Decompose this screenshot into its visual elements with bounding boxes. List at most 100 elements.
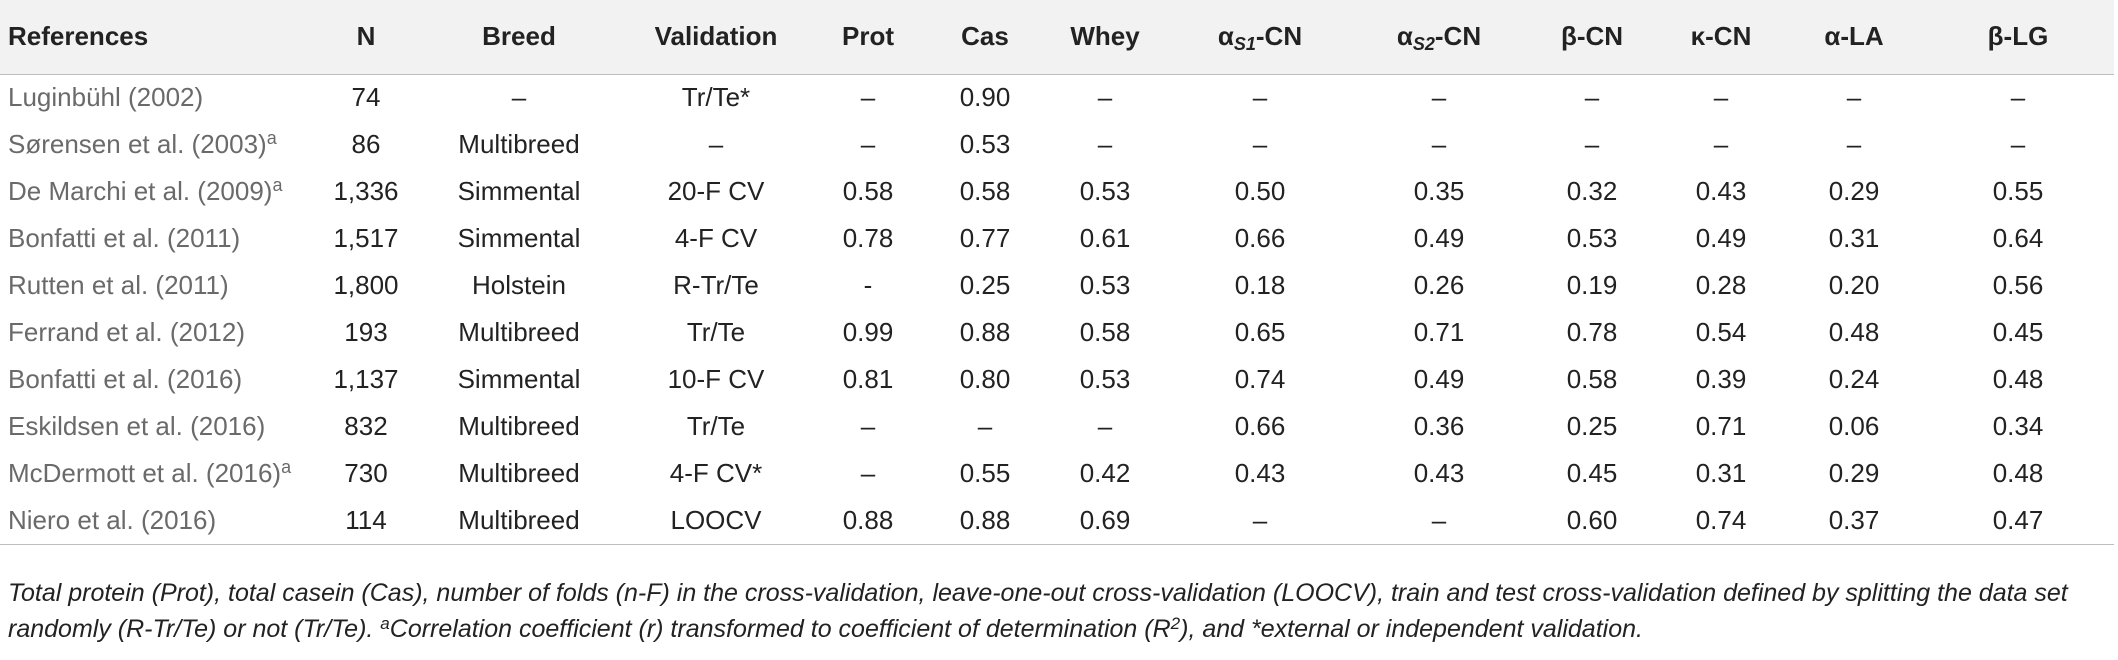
footnote-text-3: ), and *external or independent validati… xyxy=(1180,615,1643,643)
header-references-label: References xyxy=(8,21,149,52)
cell-cas: 0.58 xyxy=(959,176,1011,206)
cell-as2cn: 0.49 xyxy=(1413,223,1465,253)
cell-bcn: – xyxy=(1584,129,1600,159)
header-breed: Breed xyxy=(412,0,626,75)
cell-bcn: – xyxy=(1584,82,1600,113)
cell-cas: 0.88 xyxy=(930,497,1040,545)
cell-n: 74 xyxy=(351,82,381,113)
reference-text: Bonfatti et al. (2016) xyxy=(8,364,243,394)
cell-cas: 0.90 xyxy=(959,82,1011,113)
cell-ala: 0.20 xyxy=(1828,270,1880,300)
cell-validation: Tr/Te* xyxy=(681,82,751,113)
reference-cell: De Marchi et al. (2009)a xyxy=(0,168,320,215)
cell-as2cn: 0.35 xyxy=(1413,176,1465,206)
cell-blg: 0.64 xyxy=(1992,223,2044,253)
header-whey-label: Whey xyxy=(1070,21,1140,52)
cell-blg: 0.48 xyxy=(1992,458,2044,488)
reference-cell: Ferrand et al. (2012) xyxy=(0,309,320,356)
cell-kcn: 0.71 xyxy=(1695,411,1747,441)
header-as2cn: αS2-CN xyxy=(1350,0,1528,75)
table-row: Sørensen et al. (2003)a 86 Multibreed – – 0.5… xyxy=(0,121,2114,168)
header-bcn-label: β-CN xyxy=(1560,21,1624,52)
table-row: Ferrand et al. (2012) 193 Multibreed Tr/Te 0… xyxy=(0,309,2114,356)
reference-text: McDermott et al. (2016) xyxy=(8,458,282,488)
footnote-text-1: Total protein (Prot), total casein (Cas)… xyxy=(8,579,2068,643)
header-as2cn-suffix: -CN xyxy=(1434,21,1482,52)
header-as1cn-suffix: -CN xyxy=(1255,21,1303,52)
cell-breed: Multibreed xyxy=(458,129,580,159)
table-row: Eskildsen et al. (2016) 832 Multibreed Tr/T… xyxy=(0,403,2114,450)
cell-breed: Multibreed xyxy=(458,317,580,347)
cell-breed: Simmental xyxy=(457,176,581,206)
header-kcn: κ-CN xyxy=(1656,0,1786,75)
cell-n: 730 xyxy=(344,458,388,488)
cell-blg: 0.48 xyxy=(1992,364,2044,394)
header-cas: Cas xyxy=(930,0,1040,75)
header-as2cn-label: α xyxy=(1396,21,1413,52)
header-cas-label: Cas xyxy=(961,21,1009,52)
cell-whey: 0.42 xyxy=(1079,458,1131,488)
cell-whey: – xyxy=(1097,82,1113,113)
cell-validation: R-Tr/Te xyxy=(673,270,759,300)
cell-prot: 0.88 xyxy=(806,497,930,545)
header-ala-label: α-LA xyxy=(1824,21,1884,52)
cell-as1cn: 0.18 xyxy=(1234,270,1286,300)
cell-breed: Multibreed xyxy=(458,458,580,488)
table-row: De Marchi et al. (2009)a 1,336 Simmental 20… xyxy=(0,168,2114,215)
cell-as2cn: – xyxy=(1431,129,1447,159)
cell-as1cn: – xyxy=(1252,82,1268,113)
cell-cas: 0.55 xyxy=(959,458,1011,488)
cell-cas: – xyxy=(977,411,993,441)
cell-breed: Simmental xyxy=(457,223,581,253)
cell-validation: LOOCV xyxy=(626,497,806,545)
cell-prot: 0.58 xyxy=(842,176,894,206)
cell-validation: 4-F CV* xyxy=(669,458,763,488)
table-row: Rutten et al. (2011) 1,800 Holstein R-Tr/Te… xyxy=(0,262,2114,309)
cell-whey: 0.53 xyxy=(1079,270,1131,300)
cell-ala: 0.24 xyxy=(1828,364,1880,394)
cell-ala: 0.06 xyxy=(1828,411,1880,441)
cell-prot: – xyxy=(860,411,876,441)
cell-prot: 0.99 xyxy=(842,317,894,347)
cell-blg: 0.45 xyxy=(1992,317,2044,347)
cell-cas: 0.25 xyxy=(959,270,1011,300)
cell-validation: Tr/Te xyxy=(686,411,746,441)
cell-breed: Multibreed xyxy=(412,497,626,545)
cell-n: 114 xyxy=(320,497,412,545)
cell-whey: 0.53 xyxy=(1079,364,1131,394)
cell-bcn: 0.32 xyxy=(1566,176,1618,206)
cell-kcn: – xyxy=(1713,82,1729,113)
header-breed-label: Breed xyxy=(482,21,556,52)
cell-breed: Simmental xyxy=(457,364,581,394)
header-validation-label: Validation xyxy=(654,21,778,52)
reference-text: Niero et al. (2016) xyxy=(8,504,217,535)
cell-breed: Holstein xyxy=(472,270,566,300)
header-prot-label: Prot xyxy=(842,21,894,52)
cell-kcn: 0.43 xyxy=(1695,176,1747,206)
cell-ala: 0.48 xyxy=(1828,317,1880,347)
cell-as1cn: 0.66 xyxy=(1234,223,1286,253)
reference-text: Luginbühl (2002) xyxy=(8,82,204,113)
header-as1cn-subscript: S1 xyxy=(1233,34,1256,55)
cell-whey: 0.53 xyxy=(1079,176,1131,206)
cell-n: 86 xyxy=(351,129,381,159)
header-n-label: N xyxy=(356,21,376,52)
header-as2cn-subscript: S2 xyxy=(1412,34,1435,55)
reference-cell: Rutten et al. (2011) xyxy=(0,262,320,309)
cell-n: 1,800 xyxy=(333,270,399,300)
footnote-mark: a xyxy=(380,614,390,633)
cell-prot: 0.78 xyxy=(842,223,894,253)
cell-as2cn: 0.36 xyxy=(1413,411,1465,441)
cell-blg: 0.34 xyxy=(1992,411,2044,441)
reference-cell: Bonfatti et al. (2011) xyxy=(0,215,320,262)
cell-bcn: 0.60 xyxy=(1528,497,1656,545)
cell-kcn: 0.74 xyxy=(1656,497,1786,545)
header-as1cn-label: α xyxy=(1217,21,1234,52)
cell-validation: 10-F CV xyxy=(667,364,765,394)
header-bcn: β-CN xyxy=(1528,0,1656,75)
cell-as1cn: 0.66 xyxy=(1234,411,1286,441)
reference-text: Sørensen et al. (2003) xyxy=(8,129,267,159)
cell-bcn: 0.78 xyxy=(1566,317,1618,347)
cell-kcn: 0.54 xyxy=(1695,317,1747,347)
cell-ala: 0.29 xyxy=(1828,458,1880,488)
